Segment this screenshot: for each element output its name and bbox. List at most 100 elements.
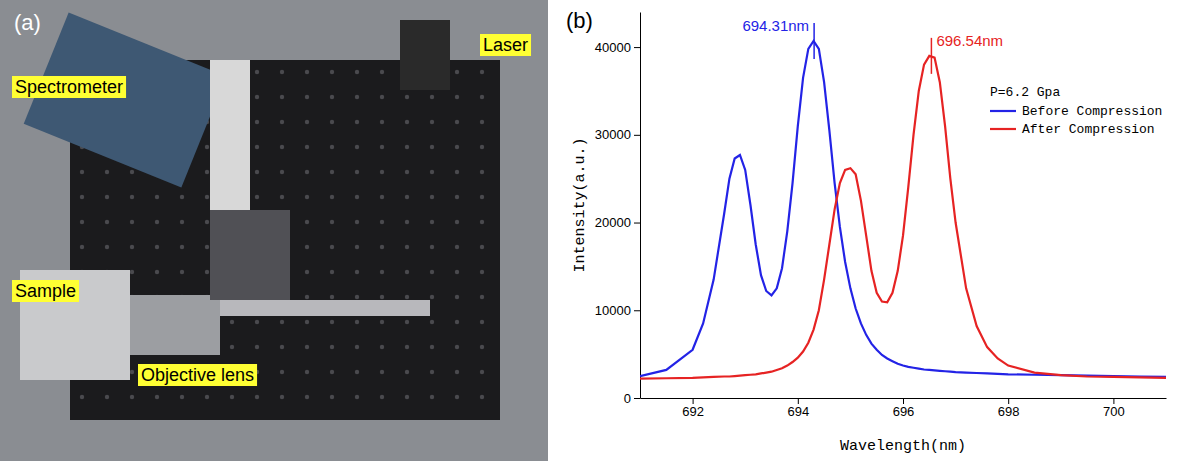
- tick-mark: [903, 398, 904, 404]
- hole: [380, 320, 384, 324]
- hole: [380, 295, 384, 299]
- hole: [355, 320, 359, 324]
- hole: [455, 170, 459, 174]
- hole: [330, 245, 334, 249]
- tick: 20000: [595, 215, 640, 230]
- hole: [280, 395, 284, 399]
- tick: 692: [682, 398, 704, 419]
- hole: [455, 95, 459, 99]
- hole: [255, 195, 259, 199]
- hole: [430, 245, 434, 249]
- tick-mark: [693, 398, 694, 404]
- hole: [380, 120, 384, 124]
- hole: [405, 220, 409, 224]
- hole: [480, 120, 484, 124]
- hole: [80, 195, 84, 199]
- hole: [480, 95, 484, 99]
- hole: [430, 320, 434, 324]
- hole: [330, 320, 334, 324]
- hole: [455, 295, 459, 299]
- hole: [280, 170, 284, 174]
- label-box: [12, 76, 126, 98]
- hole: [180, 395, 184, 399]
- tick: 700: [1103, 398, 1125, 419]
- hole: [380, 395, 384, 399]
- hole: [430, 295, 434, 299]
- hole: [280, 370, 284, 374]
- hole: [480, 345, 484, 349]
- hole: [480, 245, 484, 249]
- hole: [205, 145, 209, 149]
- hole: [305, 195, 309, 199]
- hole: [355, 270, 359, 274]
- tick-mark: [634, 223, 640, 224]
- hole: [80, 245, 84, 249]
- tick-mark: [634, 398, 640, 399]
- hole: [180, 270, 184, 274]
- tick-label: 692: [682, 404, 704, 419]
- hole: [355, 220, 359, 224]
- tube: [210, 60, 250, 210]
- hole: [455, 270, 459, 274]
- hole: [330, 395, 334, 399]
- hole: [205, 245, 209, 249]
- hole: [355, 395, 359, 399]
- hole: [280, 195, 284, 199]
- hole: [330, 270, 334, 274]
- laser-body: [400, 20, 450, 90]
- legend: P=6.2 GpaBefore CompressionAfter Compres…: [990, 85, 1162, 137]
- hole: [305, 170, 309, 174]
- hole: [255, 145, 259, 149]
- hole: [305, 320, 309, 324]
- hole: [480, 220, 484, 224]
- hole: [355, 70, 359, 74]
- hole: [80, 170, 84, 174]
- tick: 696: [893, 398, 915, 419]
- hole: [80, 220, 84, 224]
- hole: [205, 195, 209, 199]
- hole: [480, 145, 484, 149]
- hole: [405, 95, 409, 99]
- label-text: Sample: [15, 281, 76, 301]
- hole: [180, 195, 184, 199]
- hole: [205, 220, 209, 224]
- tick-label: 700: [1103, 404, 1125, 419]
- hole: [380, 270, 384, 274]
- hole: [130, 270, 134, 274]
- hole: [480, 295, 484, 299]
- hole: [305, 395, 309, 399]
- label-text: Laser: [483, 35, 528, 55]
- hole: [330, 295, 334, 299]
- hole: [480, 370, 484, 374]
- tick-mark: [798, 398, 799, 404]
- hole: [430, 370, 434, 374]
- hole: [380, 170, 384, 174]
- hole: [430, 95, 434, 99]
- tick-label: 20000: [595, 215, 631, 230]
- hole: [480, 170, 484, 174]
- hole: [155, 395, 159, 399]
- hole: [155, 195, 159, 199]
- hole: [180, 245, 184, 249]
- tick-label: 694: [787, 404, 809, 419]
- hole: [480, 320, 484, 324]
- hole: [280, 145, 284, 149]
- hole: [405, 145, 409, 149]
- hole: [305, 95, 309, 99]
- hole: [405, 395, 409, 399]
- hole: [455, 145, 459, 149]
- hole: [305, 270, 309, 274]
- hole: [380, 220, 384, 224]
- tick-label: 40000: [595, 40, 631, 55]
- label-box: [12, 280, 79, 302]
- tick-label: 30000: [595, 127, 631, 142]
- hole: [355, 145, 359, 149]
- hole: [430, 120, 434, 124]
- hole: [105, 195, 109, 199]
- peak-label: 696.54nm: [936, 32, 1003, 49]
- hole: [105, 245, 109, 249]
- hole: [230, 345, 234, 349]
- hole: [155, 270, 159, 274]
- hole: [455, 320, 459, 324]
- hole: [455, 220, 459, 224]
